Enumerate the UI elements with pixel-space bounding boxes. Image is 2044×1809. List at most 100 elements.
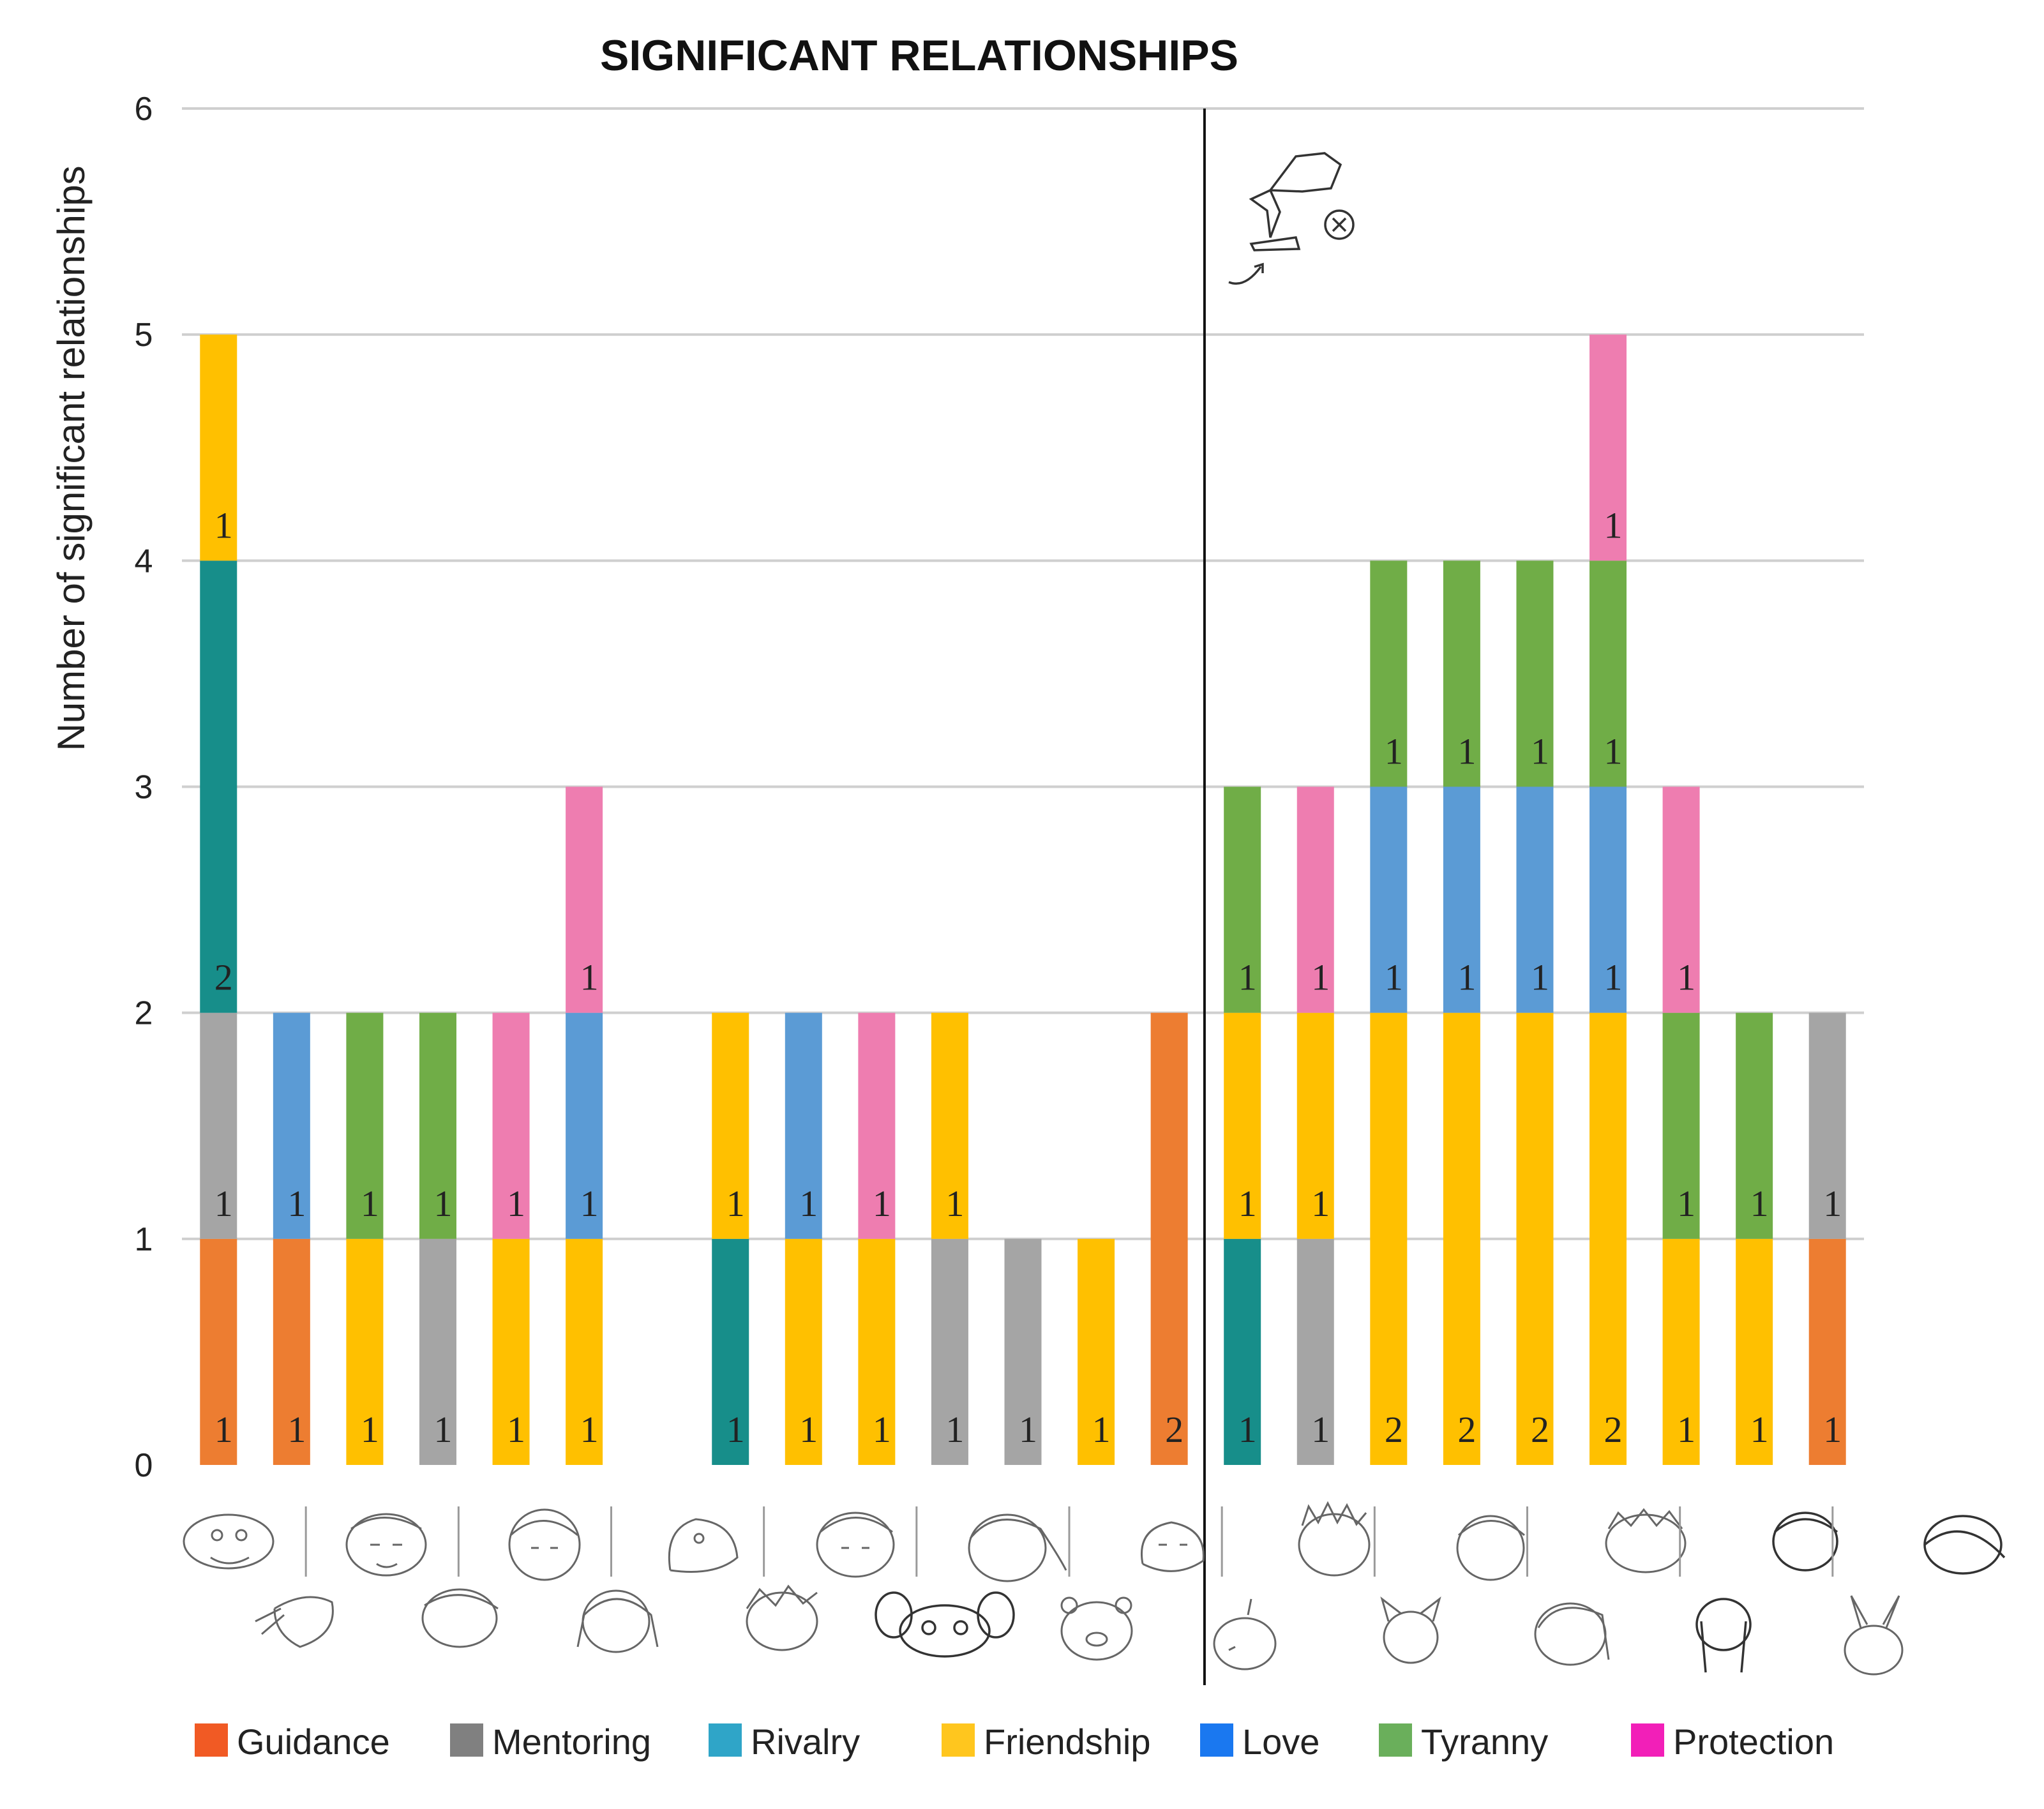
- bar-segment-love: [1589, 786, 1627, 1013]
- y-tick-label: 2: [135, 995, 153, 1032]
- bar-15: 1 1 1: [1224, 786, 1261, 1465]
- segment-value-label: 1: [1457, 731, 1476, 772]
- segment-value-label: 2: [1385, 1409, 1403, 1450]
- bar-8: 11: [712, 1012, 749, 1465]
- bar-segment-mentoring: [419, 1238, 456, 1465]
- segment-value-label: 1: [1750, 1409, 1769, 1450]
- segment-value-label: 1: [873, 1183, 891, 1224]
- bar-9: 11: [785, 1012, 822, 1465]
- portrait-21-icon: [1534, 1602, 1610, 1666]
- legend-label: Guidance: [237, 1722, 390, 1762]
- segment-value-label: 1: [361, 1183, 379, 1224]
- segment-value-label: 1: [1311, 1183, 1330, 1224]
- bar-10: 11: [858, 1012, 896, 1465]
- bar-21: 1 1 1: [1662, 786, 1700, 1465]
- legend-swatch: [1379, 1723, 1412, 1757]
- segment-value-label: 1: [361, 1409, 379, 1450]
- bar-segment-tyranny: [1370, 560, 1408, 787]
- bar-segment-tyranny: [1443, 560, 1480, 787]
- bar-segment-tyranny: [1662, 1012, 1700, 1239]
- bar-segment-tyranny: [1224, 786, 1261, 1013]
- segment-value-label: 1: [214, 504, 233, 546]
- legend-swatch: [195, 1723, 228, 1757]
- segment-value-label: 1: [214, 1409, 233, 1450]
- segment-value-label: 1: [945, 1183, 964, 1224]
- segment-value-label: 1: [873, 1409, 891, 1450]
- legend-swatch: [450, 1723, 483, 1757]
- bar-segment-friendship: [858, 1238, 896, 1465]
- bar-segment-love: [1516, 786, 1554, 1013]
- portrait-15-icon: [576, 1589, 659, 1653]
- segment-value-label: 1: [945, 1409, 964, 1450]
- bar-segment-love: [273, 1012, 310, 1239]
- bar-segment-friendship: [566, 1238, 603, 1465]
- legend-swatch: [1200, 1723, 1233, 1757]
- bar-11: 11: [931, 1012, 968, 1465]
- segment-value-label: 1: [580, 957, 599, 998]
- bar-6: 1 1 1: [566, 786, 603, 1465]
- segment-value-label: 1: [1238, 957, 1257, 998]
- legend-label: Friendship: [984, 1722, 1150, 1762]
- bar-segment-friendship: [346, 1238, 384, 1465]
- segment-value-label: 1: [1604, 731, 1623, 772]
- y-tick-label: 1: [135, 1221, 153, 1258]
- chart-title: SIGNIFICANT RELATIONSHIPS: [600, 31, 1238, 80]
- portrait-9-icon: [1456, 1515, 1525, 1581]
- segment-value-label: 1: [1311, 957, 1330, 998]
- bar-20: 2 1 1 1: [1589, 334, 1627, 1465]
- bar-19: 2 1 1: [1516, 560, 1554, 1465]
- segment-value-label: 1: [1238, 1183, 1257, 1224]
- bar-segment-love: [1370, 786, 1408, 1013]
- portrait-20-icon: [1380, 1596, 1441, 1664]
- bar-segment-protection: [1296, 786, 1334, 1013]
- bar-13: 1: [1078, 1238, 1115, 1465]
- legend-swatch: [942, 1723, 975, 1757]
- segment-value-label: 1: [433, 1183, 452, 1224]
- bar-segment-friendship: [931, 1012, 968, 1239]
- portrait-19-icon: [1213, 1598, 1277, 1670]
- y-tick-label: 6: [135, 91, 153, 128]
- bar-segment-protection: [566, 786, 603, 1013]
- bar-segment-protection: [1662, 786, 1700, 1013]
- bar-17: 2 1 1: [1370, 560, 1408, 1465]
- legend-item-mentoring: Mentoring: [450, 1722, 651, 1762]
- bar-segment-guidance: [1150, 1012, 1188, 1465]
- portrait-17-icon: [875, 1591, 1015, 1658]
- segment-value-label: 1: [580, 1183, 599, 1224]
- portrait-16-icon: [746, 1584, 818, 1651]
- bar-segment-rivalry: [200, 560, 237, 1013]
- portrait-4-icon: [668, 1518, 739, 1573]
- bar-segment-friendship: [712, 1012, 749, 1239]
- segment-value-label: 1: [1385, 957, 1403, 998]
- bar-segment-love: [785, 1012, 822, 1239]
- segment-value-label: 1: [1823, 1183, 1842, 1224]
- segment-value-label: 1: [1531, 731, 1549, 772]
- y-tick-label: 0: [135, 1447, 153, 1484]
- legend-label: Mentoring: [492, 1722, 651, 1762]
- segment-value-label: 2: [1165, 1409, 1184, 1450]
- bar-segment-guidance: [200, 1238, 237, 1465]
- bar-segment-tyranny: [1589, 560, 1627, 787]
- bar-segment-protection: [492, 1012, 530, 1239]
- y-axis-label: Number of significant relationships: [50, 165, 93, 751]
- bar-3: 11: [346, 1012, 384, 1465]
- legend: Guidance Mentoring Rivalry Friendship Love Ty…: [195, 1722, 1834, 1762]
- portrait-dividers: [304, 1506, 1834, 1577]
- bar-segment-protection: [858, 1012, 896, 1239]
- bar-segment-rivalry: [712, 1238, 749, 1465]
- bar-16: 1 1 1: [1296, 786, 1334, 1465]
- bar-segment-friendship: [1078, 1238, 1115, 1465]
- portrait-11-icon: [1772, 1512, 1838, 1572]
- segment-value-label: 1: [214, 1183, 233, 1224]
- portrait-2-icon: [345, 1513, 427, 1577]
- bar-1: 1 1 2 1: [200, 334, 237, 1465]
- bar-segment-friendship: [785, 1238, 822, 1465]
- bar-23: 11: [1808, 1012, 1846, 1465]
- bar-segment-mentoring: [1808, 1012, 1846, 1239]
- bar-segment-love: [1443, 786, 1480, 1013]
- segment-value-label: 1: [287, 1183, 306, 1224]
- portrait-3-icon: [508, 1508, 581, 1581]
